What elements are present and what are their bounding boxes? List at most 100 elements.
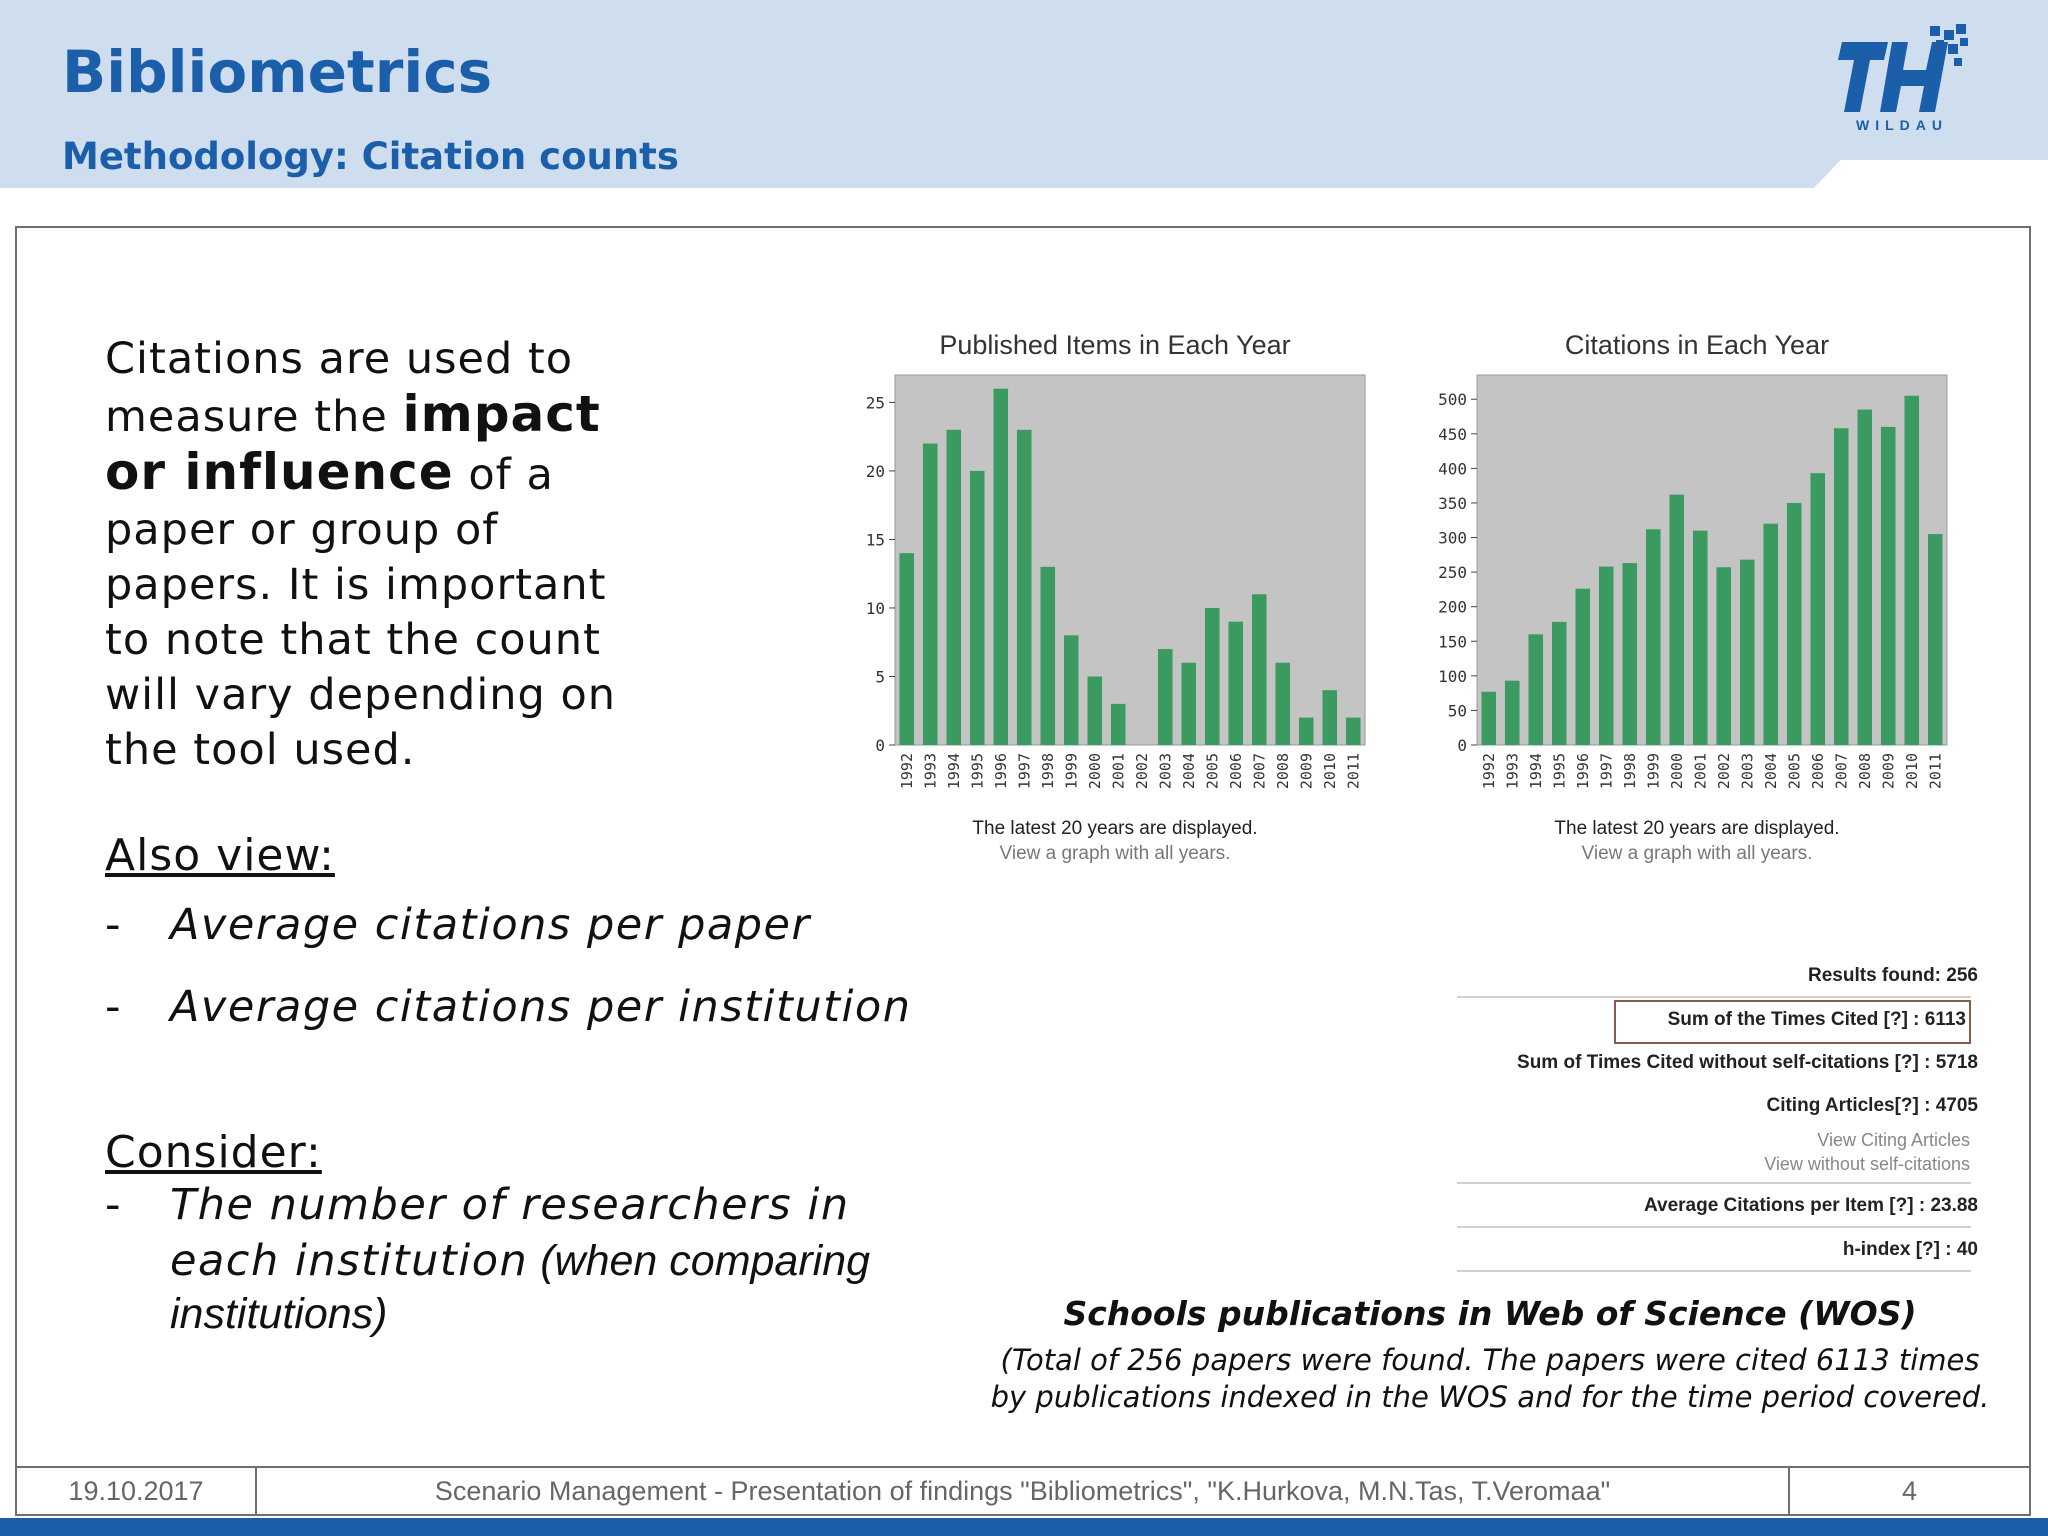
y-tick-label: 50 (1448, 701, 1467, 720)
x-tick-label: 1992 (898, 753, 916, 789)
bar-2009 (1880, 426, 1896, 745)
footer-page-number: 4 (1788, 1466, 2031, 1516)
x-tick-label: 1993 (1503, 753, 1521, 789)
x-tick-label: 2011 (1926, 753, 1944, 789)
y-tick-label: 25 (866, 393, 885, 412)
y-tick-label: 300 (1438, 529, 1467, 548)
x-tick-label: 2001 (1109, 753, 1127, 789)
x-tick-label: 2005 (1203, 753, 1221, 789)
y-tick-label: 250 (1438, 563, 1467, 582)
plot-area (894, 374, 1366, 746)
y-tick-label: 450 (1438, 425, 1467, 444)
x-tick-label: 2003 (1156, 753, 1174, 789)
x-tick-label: 1996 (1574, 753, 1592, 789)
bar-2006 (1810, 473, 1826, 745)
intro-paragraph: Citations are used to measure the impact… (105, 332, 665, 778)
x-tick-label: 1994 (945, 753, 963, 789)
bar-2003 (1157, 649, 1173, 745)
x-tick-label: 2006 (1227, 753, 1245, 789)
bar-2000 (1087, 676, 1103, 745)
header-cut-corner (1812, 160, 2048, 190)
stats-divider (1457, 996, 1971, 998)
x-tick-label: 2007 (1832, 753, 1850, 789)
bar-1997 (1016, 429, 1032, 745)
caption-title: Schools publications in Web of Science (… (1063, 1294, 1917, 1333)
x-tick-label: 2002 (1715, 753, 1733, 789)
average-citations: Average Citations per Item [?] : 23.88 (1643, 1195, 1978, 1216)
bar-2004 (1763, 523, 1779, 745)
x-tick-label: 1997 (1597, 753, 1615, 789)
also-view-heading: Also view: (105, 830, 335, 881)
intro-text-start: Citations are used to measure the (105, 334, 574, 442)
bullet-dash: - (105, 900, 123, 950)
x-tick-label: 2010 (1321, 753, 1339, 789)
sum-times-cited-highlight (1614, 1000, 1971, 1044)
bar-2006 (1228, 621, 1244, 745)
x-tick-label: 1996 (992, 753, 1010, 789)
bar-1998 (1040, 566, 1056, 745)
bar-1995 (969, 470, 985, 745)
consider-line-3: institutions) (170, 1290, 388, 1338)
slide-subtitle: Methodology: Citation counts (62, 135, 679, 178)
x-tick-label: 2004 (1762, 753, 1780, 789)
bar-1995 (1551, 621, 1567, 745)
x-tick-label: 1993 (921, 753, 939, 789)
y-tick-label: 100 (1438, 667, 1467, 686)
footer-date: 19.10.2017 (15, 1466, 257, 1516)
view-without-self-citations-link[interactable]: View without self-citations (1764, 1154, 1970, 1174)
bullet-dash: - (105, 982, 123, 1032)
y-tick-label: 5 (875, 667, 885, 686)
chart1-title: Published Items in Each Year (939, 330, 1291, 360)
bar-1997 (1598, 566, 1614, 745)
y-tick-label: 10 (866, 599, 885, 618)
bar-2007 (1251, 594, 1267, 745)
consider-line-2b: (when comparing (528, 1237, 871, 1285)
bar-2001 (1110, 703, 1126, 745)
bar-2000 (1669, 494, 1685, 745)
chart2-title: Citations in Each Year (1564, 330, 1830, 360)
bar-2001 (1692, 530, 1708, 745)
bar-1992 (1481, 691, 1497, 745)
x-tick-label: 1999 (1062, 753, 1080, 789)
view-citing-articles-link[interactable]: View Citing Articles (1817, 1130, 1970, 1150)
bar-2005 (1204, 607, 1220, 745)
chart1-note: The latest 20 years are displayed. (972, 818, 1258, 839)
y-tick-label: 400 (1438, 459, 1467, 478)
times-cited-without-self: Sum of Times Cited without self-citation… (1517, 1052, 1978, 1073)
bar-2007 (1833, 428, 1849, 745)
x-tick-label: 2000 (1086, 753, 1104, 789)
plot-area (1476, 374, 1948, 746)
intro-bold-phrase: impact or influence (105, 385, 601, 501)
x-tick-label: 1995 (1550, 753, 1568, 789)
x-tick-label: 2008 (1274, 753, 1292, 789)
sum-times-cited: Sum of the Times Cited [?] : 6113 (1667, 1009, 1966, 1030)
x-tick-label: 2008 (1856, 753, 1874, 789)
x-tick-label: 1998 (1039, 753, 1057, 789)
bar-1994 (946, 429, 962, 745)
logo-wordmark: WILDAU (1856, 117, 1948, 133)
x-tick-label: 2006 (1809, 753, 1827, 789)
h-index: h-index [?] : 40 (1842, 1239, 1978, 1260)
x-tick-label: 2009 (1297, 753, 1315, 789)
citations-chart: 0 50 100 150 200 250 300 350 400 450 500 1992 1993 19… (1438, 374, 1948, 789)
x-tick-label: 2005 (1785, 753, 1803, 789)
bullet-dash: - (105, 1180, 123, 1230)
bar-1996 (1575, 588, 1591, 745)
y-tick-label: 0 (1457, 736, 1467, 755)
x-tick-label: 2009 (1879, 753, 1897, 789)
caption-body: (Total of 256 papers were found. The pap… (990, 1343, 1990, 1414)
bar-2011 (1927, 534, 1943, 745)
stats-divider (1457, 1270, 1971, 1272)
chart2-all-years-link[interactable]: View a graph with all years. (1581, 843, 1813, 864)
bar-1998 (1622, 563, 1638, 745)
citing-articles: Citing Articles[?] : 4705 (1766, 1095, 1978, 1116)
intro-text-end: of a paper or group of papers. It is imp… (105, 450, 617, 775)
y-tick-label: 20 (866, 462, 885, 481)
bar-1999 (1645, 529, 1661, 745)
bar-2009 (1298, 717, 1314, 745)
bar-2004 (1181, 662, 1197, 745)
y-tick-label: 350 (1438, 494, 1467, 513)
bar-2010 (1322, 690, 1338, 745)
y-tick-label: 200 (1438, 598, 1467, 617)
chart1-all-years-link[interactable]: View a graph with all years. (999, 843, 1231, 864)
